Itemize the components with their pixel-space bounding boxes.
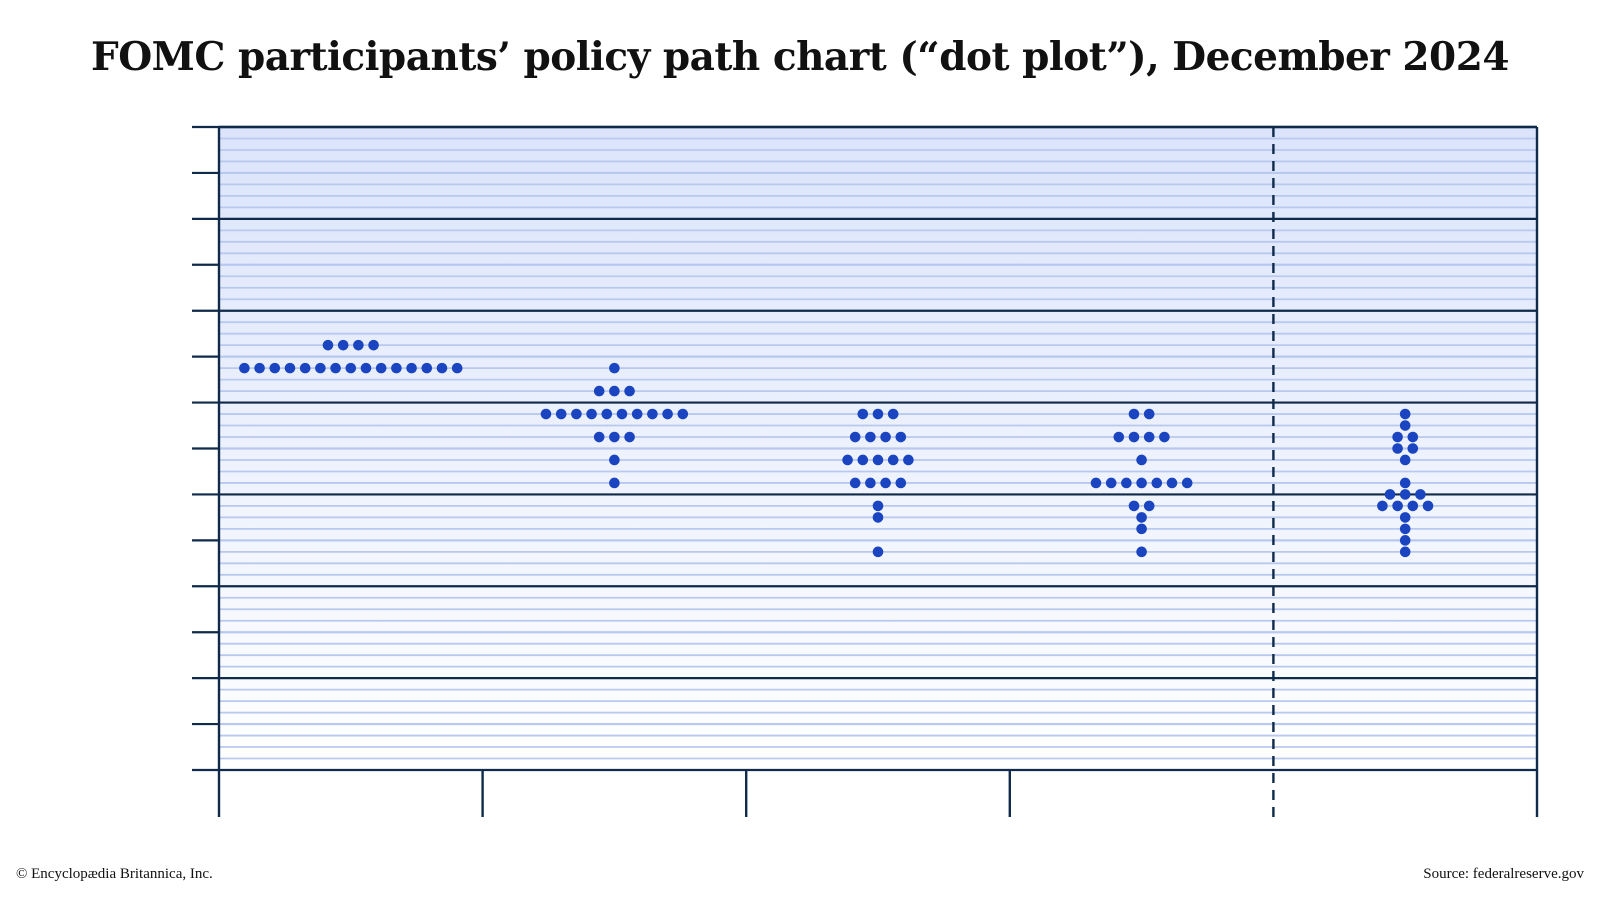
dot-marker — [895, 431, 907, 443]
dot-marker — [1128, 408, 1140, 420]
dot-marker — [1136, 454, 1147, 466]
dot-marker — [1128, 431, 1140, 443]
dot-marker — [254, 362, 265, 374]
dot-marker — [1090, 477, 1102, 489]
dot-marker — [1181, 477, 1193, 489]
dot-marker — [1136, 477, 1147, 489]
dot-marker — [360, 362, 372, 374]
dot-marker — [849, 477, 861, 489]
dot-marker — [269, 362, 281, 374]
dot-marker — [1399, 523, 1411, 535]
dot-marker — [555, 408, 567, 420]
dot-marker — [1384, 489, 1396, 500]
dot-marker — [677, 408, 689, 420]
dot-marker — [609, 431, 620, 443]
dot-marker — [865, 477, 876, 489]
dot-marker — [1105, 477, 1117, 489]
dot-marker — [609, 385, 620, 397]
dot-marker — [239, 362, 250, 374]
chart-title: FOMC participants’ policy path chart (“d… — [91, 34, 1509, 80]
dot-marker — [330, 362, 341, 374]
dot-marker — [593, 431, 605, 443]
dot-marker — [436, 362, 448, 374]
dot-marker — [1121, 477, 1132, 489]
dot-marker — [872, 512, 884, 523]
dot-marker — [631, 408, 643, 420]
dot-marker — [849, 431, 861, 443]
dot-marker — [421, 362, 433, 374]
dot-marker — [1159, 431, 1170, 443]
dot-marker — [571, 408, 582, 420]
dot-marker — [872, 500, 884, 512]
dot-marker — [1377, 500, 1388, 512]
dot-marker — [1392, 443, 1403, 454]
dot-marker — [601, 408, 613, 420]
dot-marker — [1136, 546, 1147, 558]
dot-marker — [1399, 420, 1411, 431]
dot-marker — [1399, 546, 1411, 558]
dot-marker — [1143, 408, 1155, 420]
dot-marker — [1407, 443, 1419, 454]
dot-marker — [1128, 500, 1140, 512]
dot-marker — [662, 408, 673, 420]
dot-marker — [895, 477, 907, 489]
dot-marker — [1399, 477, 1411, 489]
dot-marker — [1136, 523, 1147, 535]
dot-marker — [872, 546, 884, 558]
dot-marker — [586, 408, 597, 420]
dot-marker — [1422, 500, 1434, 512]
dot-marker — [872, 408, 884, 420]
dot-marker — [1392, 500, 1403, 512]
dot-marker — [647, 408, 658, 420]
dot-marker — [880, 431, 891, 443]
source-note: Source: federalreserve.gov — [1423, 866, 1584, 882]
dot-marker — [451, 362, 463, 374]
dot-marker — [391, 362, 402, 374]
dot-marker — [1399, 489, 1411, 500]
dot-marker — [299, 362, 311, 374]
dot-marker — [1407, 431, 1419, 443]
dot-marker — [609, 454, 620, 466]
dot-marker — [315, 362, 326, 374]
copyright-credit: © Encyclopædia Britannica, Inc. — [16, 866, 213, 882]
dot-marker — [609, 362, 620, 374]
dot-marker — [609, 477, 620, 489]
dot-marker — [1407, 500, 1419, 512]
dot-marker — [616, 408, 628, 420]
dot-marker — [1399, 535, 1411, 546]
dot-marker — [1415, 489, 1426, 500]
dot-marker — [406, 362, 417, 374]
dot-marker — [1399, 408, 1411, 420]
dot-marker — [857, 454, 869, 466]
dot-marker — [353, 339, 364, 351]
dot-marker — [872, 454, 884, 466]
dot-marker — [1136, 512, 1147, 523]
dot-marker — [1399, 454, 1411, 466]
dot-marker — [1392, 431, 1403, 443]
dot-marker — [322, 339, 334, 351]
dot-marker — [593, 385, 605, 397]
dot-marker — [887, 454, 899, 466]
dot-marker — [624, 385, 635, 397]
dot-marker — [880, 477, 891, 489]
dot-marker — [1143, 431, 1155, 443]
dot-marker — [540, 408, 552, 420]
dot-marker — [1113, 431, 1125, 443]
dot-marker — [1151, 477, 1163, 489]
dot-marker — [284, 362, 296, 374]
dot-marker — [1166, 477, 1178, 489]
dot-marker — [903, 454, 914, 466]
dot-marker — [842, 454, 853, 466]
dot-marker — [1399, 512, 1411, 523]
dot-marker — [887, 408, 899, 420]
dot-marker — [865, 431, 876, 443]
dot-marker — [624, 431, 635, 443]
dot-marker — [345, 362, 357, 374]
dot-marker — [368, 339, 379, 351]
dot-marker — [1143, 500, 1155, 512]
dot-marker — [375, 362, 387, 374]
dot-marker — [857, 408, 869, 420]
dot-marker — [337, 339, 349, 351]
